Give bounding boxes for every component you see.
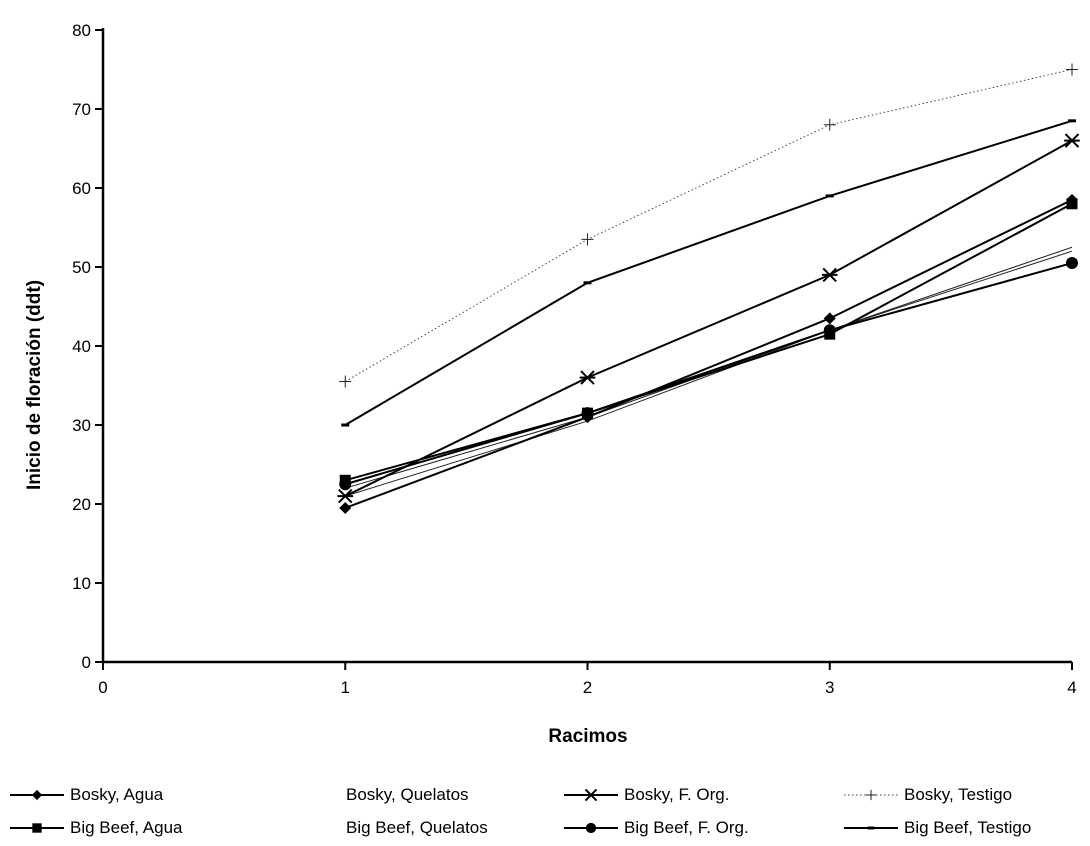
- legend-swatch: [844, 826, 898, 830]
- circle-marker: [339, 478, 352, 491]
- legend-label: Bosky, F. Org.: [624, 785, 730, 804]
- data-point: [1066, 257, 1078, 270]
- diamond-marker: [823, 312, 836, 325]
- data-point: [579, 370, 596, 385]
- data-point: [821, 267, 838, 283]
- diamond-marker: [1066, 193, 1078, 206]
- series-line: [344, 262, 1073, 486]
- series-8: [341, 119, 1076, 427]
- data-point: [339, 478, 352, 491]
- y-tick-label: 20: [72, 495, 91, 514]
- series-line: [344, 198, 1073, 509]
- data-point: [581, 233, 594, 246]
- x-tick-label: 3: [825, 678, 834, 697]
- data-point: [1066, 193, 1078, 206]
- legend-swatch: [564, 822, 618, 834]
- series-5: [337, 133, 1080, 504]
- legend-label: Bosky, Testigo: [904, 785, 1013, 804]
- diamond-marker: [31, 789, 43, 801]
- legend-swatch: [10, 789, 64, 801]
- x-tick-label: 0: [98, 678, 107, 697]
- data-point: [823, 118, 836, 131]
- data-point: [865, 789, 877, 801]
- y-tick-label: 50: [72, 258, 91, 277]
- series-3: [345, 246, 1073, 497]
- x-tick-label: 2: [583, 678, 592, 697]
- legend-label: Bosky, Quelatos: [346, 785, 469, 804]
- legend-item: Bosky, Agua: [6, 781, 163, 809]
- square-marker: [32, 823, 42, 833]
- legend-item: Bosky, Quelatos: [282, 781, 469, 809]
- legend: Bosky, Agua Big Beef, Agua Bosky, Quelatos…: [0, 776, 1090, 846]
- data-point: [584, 788, 598, 802]
- y-tick-label: 0: [82, 653, 91, 672]
- y-tick-label: 70: [72, 100, 91, 119]
- circle-marker: [1066, 257, 1078, 270]
- diamond-marker: [581, 411, 594, 424]
- data-point: [1064, 133, 1080, 148]
- x-tick-label: 4: [1067, 678, 1076, 697]
- legend-item: Bosky, Testigo: [840, 781, 1012, 809]
- legend-item: Big Beef, Quelatos: [282, 814, 488, 842]
- series-line: [344, 202, 1073, 482]
- legend-item: Big Beef, Testigo: [840, 814, 1031, 842]
- legend-label: Big Beef, Testigo: [904, 818, 1032, 837]
- data-point: [32, 823, 42, 833]
- data-point: [339, 375, 352, 388]
- data-point: [823, 312, 836, 325]
- y-tick-label: 40: [72, 337, 91, 356]
- series-line: [344, 139, 1073, 497]
- x-tick-label: 1: [341, 678, 350, 697]
- legend-item: Bosky, F. Org.: [560, 781, 730, 809]
- y-tick-label: 80: [72, 21, 91, 40]
- data-point: [823, 324, 836, 337]
- y-axis-label: Inicio de floración (ddt): [24, 280, 45, 490]
- y-tick-label: 30: [72, 416, 91, 435]
- series-7: [339, 63, 1078, 388]
- legend-label: Big Beef, F. Org.: [624, 818, 749, 837]
- legend-label: Big Beef, Agua: [70, 818, 183, 837]
- legend-swatch: [282, 785, 344, 805]
- data-point: [585, 822, 597, 834]
- legend-label: Bosky, Agua: [70, 785, 164, 804]
- legend-swatch: [10, 823, 64, 833]
- series-line: [344, 69, 1073, 382]
- legend-swatch: [564, 788, 618, 802]
- legend-swatch: [282, 818, 344, 838]
- axes: 0 10 20 30 40 50 60 70 80 0 1 2 3 4: [72, 21, 1077, 697]
- data-point: [337, 488, 354, 504]
- data-point: [31, 789, 43, 801]
- y-tick-label: 10: [72, 574, 91, 593]
- circle-marker: [585, 822, 597, 834]
- legend-item: Big Beef, Agua: [6, 814, 182, 842]
- x-axis-label: Racimos: [548, 726, 627, 747]
- series-1: [339, 193, 1078, 514]
- series-line: [345, 246, 1073, 497]
- diamond-marker: [339, 501, 352, 514]
- series-line: [344, 119, 1073, 426]
- data-point: [581, 411, 594, 424]
- data-point: [1066, 63, 1078, 76]
- legend-swatch: [844, 789, 898, 801]
- line-chart: 0 10 20 30 40 50 60 70 80 0 1 2 3 4 Inicio de floraci…: [24, 21, 1080, 747]
- legend-label: Big Beef, Quelatos: [346, 818, 488, 837]
- y-tick-label: 60: [72, 179, 91, 198]
- series-layer: [337, 63, 1080, 514]
- series-2: [339, 198, 1078, 486]
- data-point: [339, 501, 352, 514]
- legend-item: Big Beef, F. Org.: [560, 814, 749, 842]
- circle-marker: [823, 324, 836, 337]
